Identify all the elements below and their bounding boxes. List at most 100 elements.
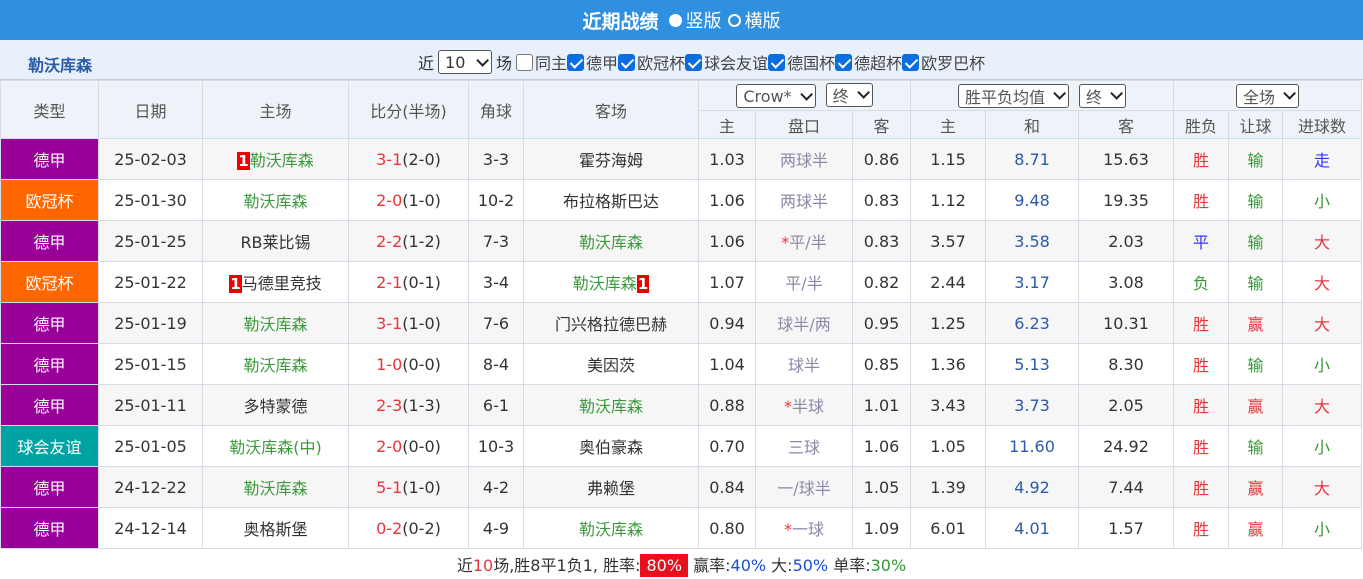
summary-part: 10 (472, 556, 494, 575)
cover: 输 (1228, 425, 1284, 467)
avg-win: 3.57 (910, 220, 987, 262)
avg-loss: 8.30 (1078, 343, 1175, 385)
handicap: 一/球半 (755, 466, 853, 508)
avg-win: 1.25 (910, 302, 987, 344)
red-card: 1 (229, 275, 242, 293)
handicap-line: 一/球半 (777, 479, 831, 498)
summary-part: 8 (530, 556, 541, 575)
radio[interactable] (727, 14, 741, 27)
result: 胜 (1173, 425, 1230, 467)
corners: 3-3 (468, 138, 524, 180)
avg-loss: 10.31 (1078, 302, 1175, 344)
handicap: *半球 (755, 384, 853, 426)
odds-home: 1.06 (698, 220, 756, 262)
view-label: 竖版 (685, 11, 722, 32)
away-team: 门兴格拉德巴赫 (523, 302, 699, 344)
result: 平 (1173, 220, 1230, 262)
cover: 输 (1228, 179, 1284, 221)
checkbox[interactable] (618, 53, 636, 71)
team-name: 勒沃库森 (28, 56, 93, 75)
cover: 赢 (1228, 466, 1284, 508)
red-card: 1 (237, 152, 250, 170)
option-label: 同主 (535, 54, 568, 73)
result: 胜 (1173, 179, 1230, 221)
option-label: 德国杯 (787, 54, 836, 73)
corners: 7-6 (468, 302, 524, 344)
option-label: 欧罗巴杯 (921, 54, 986, 73)
avg-loss: 7.44 (1078, 466, 1175, 508)
handicap: 平/半 (755, 261, 853, 303)
avg-draw: 4.92 (985, 466, 1080, 508)
summary-part: 40% (730, 556, 767, 575)
summary-part: 负 (566, 556, 583, 575)
home-team: 1勒沃库森 (202, 138, 349, 180)
odds-away: 0.86 (851, 138, 912, 180)
team-name: 奥格斯堡 (243, 520, 308, 539)
checkbox[interactable] (516, 53, 534, 71)
avg-win: 2.44 (910, 261, 987, 303)
count-select[interactable]: 10 (438, 50, 493, 74)
half-score: (1-3) (402, 395, 441, 415)
match-row: 欧冠杯 25-01-22 1马德里竞技 2-1(0-1) 3-4 勒沃库森1 1.07 平/半… (0, 261, 1363, 303)
full-score: 3-1 (376, 313, 403, 333)
option: 德甲 (567, 50, 618, 74)
match-row: 德甲 24-12-14 奥格斯堡 0-2(0-2) 4-9 勒沃库森 0.80 *一球 1.09… (0, 507, 1363, 549)
radio[interactable] (668, 14, 682, 27)
home-team: 勒沃库森 (202, 179, 349, 221)
subcolumn-header: 让球 (1228, 110, 1284, 139)
column-header: 主场 (202, 80, 349, 139)
result: 胜 (1173, 302, 1230, 344)
odds-away: 0.82 (851, 261, 912, 303)
subcolumn-header: 胜负 (1173, 110, 1230, 139)
half-score: (1-0) (402, 477, 441, 497)
avg-loss: 1.57 (1078, 507, 1175, 549)
avg-win: 1.39 (910, 466, 987, 508)
match-row: 德甲 24-12-22 勒沃库森 5-1(1-0) 4-2 弗赖堡 0.84 一/球半 1.05… (0, 466, 1363, 508)
full-score: 1-0 (376, 354, 403, 374)
match-type: 德甲 (0, 220, 99, 262)
team-name: 布拉格斯巴达 (562, 192, 659, 211)
filter-suffix: 场 (496, 54, 513, 73)
team-name: 勒沃库森 (243, 479, 308, 498)
select[interactable]: 终 (1079, 83, 1127, 108)
team-name: 勒沃库森 (249, 151, 314, 170)
checkbox[interactable] (567, 53, 585, 71)
select[interactable]: Crow* (736, 84, 816, 109)
select[interactable]: 终 (825, 82, 873, 107)
avg-draw: 3.17 (985, 261, 1080, 303)
option: 同主 (516, 50, 567, 74)
half-score: (0-0) (402, 436, 441, 456)
title: 近期战绩 (582, 10, 659, 33)
cover: 输 (1228, 138, 1284, 180)
odds-home: 1.04 (698, 343, 756, 385)
odds-away: 1.05 (851, 466, 912, 508)
checkbox[interactable] (902, 53, 920, 71)
option: 球会友谊 (685, 50, 768, 74)
checkbox[interactable] (835, 53, 853, 71)
select[interactable]: 全场 (1236, 83, 1300, 108)
handicap-line: 三球 (787, 438, 820, 457)
cover: 赢 (1228, 302, 1284, 344)
team-name: 勒沃库森(中) (229, 438, 322, 457)
full-score: 2-2 (376, 231, 403, 251)
option: 德国杯 (768, 50, 835, 74)
odds-home: 1.03 (698, 138, 756, 180)
half-score: (1-2) (402, 231, 441, 251)
odds-home: 1.07 (698, 261, 756, 303)
result: 胜 (1173, 343, 1230, 385)
half-score: (0-2) (402, 518, 441, 538)
avg-loss: 24.92 (1078, 425, 1175, 467)
avg-draw: 11.60 (985, 425, 1080, 467)
team-name: RB莱比锡 (240, 233, 311, 252)
match-type: 德甲 (0, 384, 99, 426)
checkbox[interactable] (685, 53, 703, 71)
select[interactable]: 胜平负均值 (958, 83, 1070, 108)
score: 2-2(1-2) (348, 220, 469, 262)
odds-home: 0.88 (698, 384, 756, 426)
select-cell: 胜平负均值终 (910, 80, 1175, 111)
home-team: 勒沃库森 (202, 302, 349, 344)
checkbox[interactable] (768, 53, 786, 71)
goals: 大 (1282, 466, 1363, 508)
home-team: 勒沃库森 (202, 466, 349, 508)
